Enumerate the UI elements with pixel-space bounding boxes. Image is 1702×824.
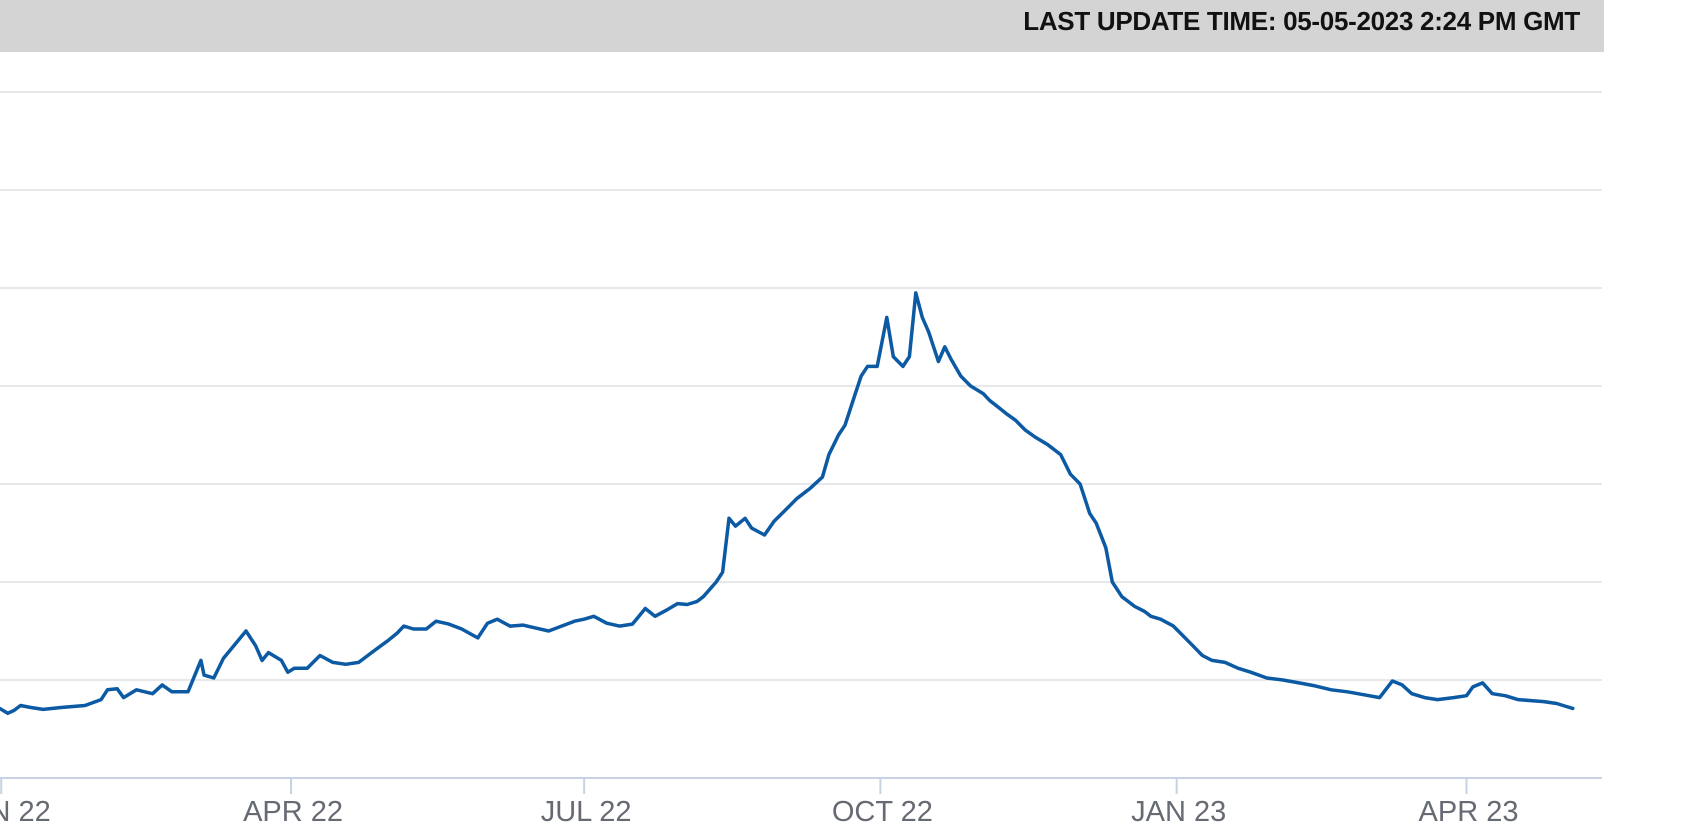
x-tick-label: JUL 22 bbox=[541, 796, 632, 824]
series-line bbox=[0, 291, 1575, 716]
header-bar: LAST UPDATE TIME: 05-05-2023 2:24 PM GMT bbox=[0, 0, 1604, 52]
x-axis-ticks: JAN 22 APR 22 JUL 22 OCT 22 JAN 23 APR 23 bbox=[0, 778, 1518, 824]
x-tick-label: JAN 23 bbox=[1131, 796, 1226, 824]
x-tick-label: APR 23 bbox=[1419, 796, 1519, 824]
grid-lines bbox=[0, 91, 1602, 681]
series-layer bbox=[0, 291, 1575, 716]
last-update-time: LAST UPDATE TIME: 05-05-2023 2:24 PM GMT bbox=[1023, 6, 1580, 36]
x-tick-label: JAN 22 bbox=[0, 796, 51, 824]
x-tick-label: OCT 22 bbox=[832, 796, 933, 824]
x-tick-label: APR 22 bbox=[243, 796, 343, 824]
